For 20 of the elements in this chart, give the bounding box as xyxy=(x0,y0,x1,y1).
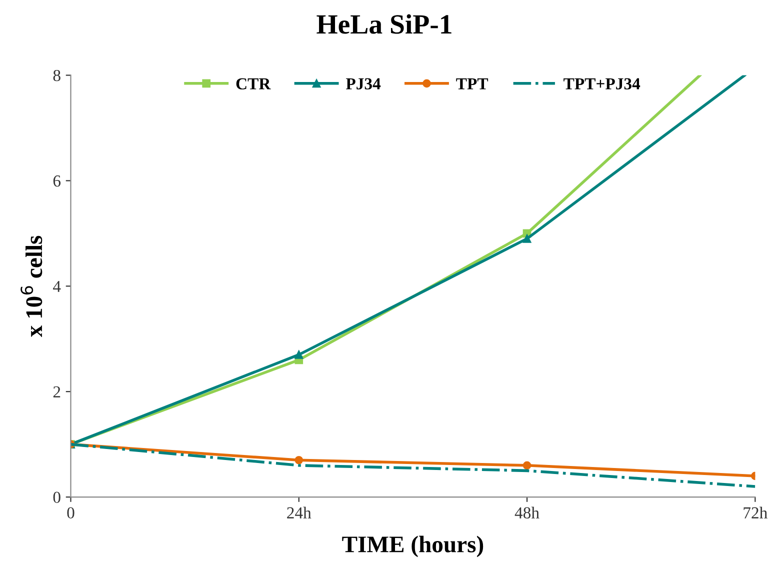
legend-label: PJ34 xyxy=(346,78,381,90)
point xyxy=(522,461,532,470)
point xyxy=(522,234,532,243)
point xyxy=(294,456,304,464)
y-axis-title: x 10$^{6}$ cells xyxy=(20,236,42,338)
point xyxy=(294,350,304,359)
y-tick-label: 0 xyxy=(53,492,60,503)
legend-label: TPT xyxy=(456,78,488,90)
chart-title: HeLa SiP-1 xyxy=(316,14,452,34)
y-tick-label: 8 xyxy=(53,70,60,82)
y-tick-label: 6 xyxy=(53,175,61,187)
x-axis-title: TIME (hours) xyxy=(342,536,484,558)
legend-label: TPT+PJ34 xyxy=(564,78,640,90)
y-tick-label: 2 xyxy=(53,386,60,398)
legend-label: CTR xyxy=(236,78,271,90)
x-tick-label: 48h xyxy=(514,506,540,518)
x-tick-label: 0 xyxy=(67,507,74,518)
x-tick-label: 72h xyxy=(744,506,768,518)
x-tick-label: 24h xyxy=(287,506,312,518)
y-tick-label: 4 xyxy=(53,280,61,292)
